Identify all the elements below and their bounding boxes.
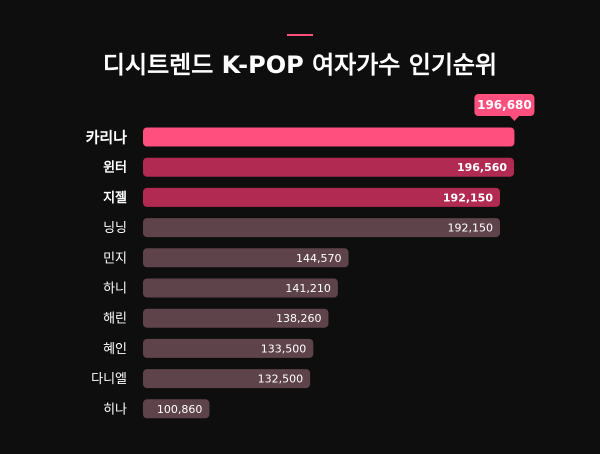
bar (143, 369, 311, 389)
bar (143, 308, 329, 328)
category-label: 민지 (103, 251, 127, 266)
bar (143, 248, 349, 268)
value-label: 144,570 (296, 252, 342, 265)
value-label: 196,680 (477, 98, 532, 112)
category-label: 해린 (103, 312, 127, 327)
value-label: 100,860 (157, 403, 203, 416)
bar (143, 157, 515, 177)
chart-title: 디시트렌드 K-POP 여자가수 인기순위 (103, 51, 497, 79)
category-label: 다니엘 (91, 372, 127, 387)
value-label: 192,150 (443, 191, 493, 204)
bar (143, 127, 515, 147)
category-label: 닝닝 (103, 221, 127, 236)
value-label: 133,500 (261, 342, 307, 355)
value-label: 132,500 (258, 373, 304, 386)
value-label: 141,210 (285, 282, 331, 295)
value-callout (474, 94, 535, 116)
value-label: 196,560 (457, 161, 507, 174)
bar (143, 399, 210, 419)
value-label: 138,260 (276, 312, 322, 325)
category-label: 카리나 (86, 129, 128, 147)
category-label: 윈터 (103, 160, 127, 176)
category-label: 혜인 (103, 342, 127, 357)
bar (143, 218, 501, 238)
value-callout-pointer (509, 115, 520, 121)
bar (143, 338, 314, 358)
title-accent (287, 34, 313, 36)
bar (143, 187, 501, 207)
bar (143, 278, 338, 298)
category-label: 히나 (103, 402, 127, 417)
value-label: 192,150 (448, 222, 494, 235)
category-label: 하니 (103, 282, 127, 297)
category-label: 지젤 (103, 191, 127, 206)
